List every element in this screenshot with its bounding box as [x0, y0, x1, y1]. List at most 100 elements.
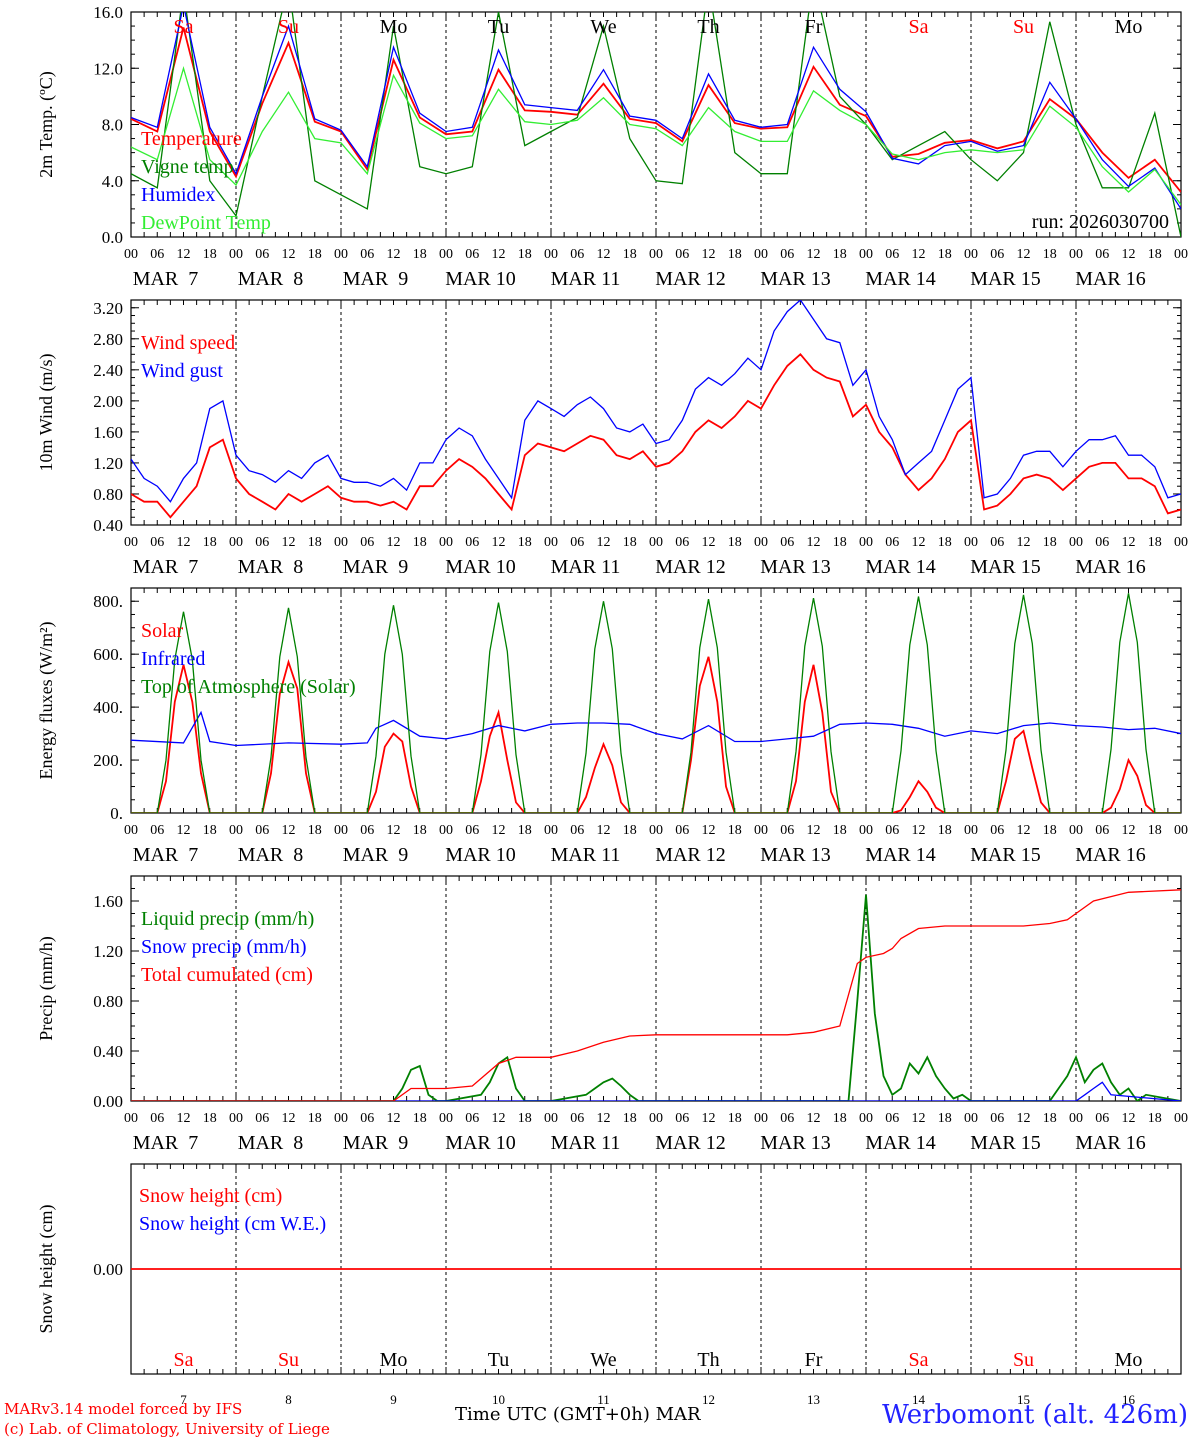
hour-tick-label: 06 [675, 247, 689, 262]
y-tick-label: 2.00 [93, 392, 123, 411]
date-label: MAR 8 [238, 556, 304, 578]
y-tick-label: 0.40 [93, 516, 123, 535]
hour-tick-label: 12 [1017, 535, 1031, 550]
date-label: MAR 14 [865, 844, 936, 866]
legend-entry: Snow height (cm W.E.) [139, 1213, 326, 1235]
hour-tick-label: 06 [570, 247, 584, 262]
legend-entry: Wind gust [141, 360, 223, 382]
run-label: run: 2026030700 [1032, 211, 1169, 233]
date-label: MAR 11 [551, 556, 621, 578]
y-tick-label: 3.20 [93, 299, 123, 318]
hour-tick-label: 06 [570, 1111, 584, 1126]
y-tick-label: 1.60 [93, 423, 123, 442]
hour-tick-label: 18 [413, 823, 427, 838]
date-label: MAR 9 [343, 1132, 409, 1154]
hour-tick-label: 00 [964, 535, 978, 550]
hour-tick-label: 06 [675, 535, 689, 550]
day-number-label: 9 [390, 1392, 397, 1407]
hour-tick-label: 18 [938, 535, 952, 550]
hour-tick-label: 00 [1174, 1111, 1188, 1126]
weekday-label: Mo [380, 16, 408, 38]
hour-tick-label: 06 [465, 535, 479, 550]
hour-tick-label: 00 [649, 823, 663, 838]
hour-tick-label: 00 [1069, 823, 1083, 838]
hour-tick-label: 12 [492, 247, 506, 262]
weekday-label: Mo [1115, 16, 1143, 38]
hour-tick-label: 18 [518, 535, 532, 550]
hour-tick-label: 18 [413, 247, 427, 262]
legend-entry: Infrared [141, 648, 205, 670]
legend-entry: Vigne temp [141, 156, 234, 178]
y-tick-label: 16.0 [93, 3, 123, 22]
date-label: MAR 13 [760, 268, 831, 290]
series-line-temp-3 [131, 68, 1181, 204]
hour-tick-label: 18 [623, 247, 637, 262]
date-label: MAR 11 [551, 844, 621, 866]
hour-tick-label: 12 [807, 1111, 821, 1126]
hour-tick-label: 06 [465, 823, 479, 838]
date-label: MAR 12 [655, 556, 726, 578]
hour-tick-label: 12 [282, 535, 296, 550]
hour-tick-label: 12 [1122, 535, 1136, 550]
y-tick-label: 0. [110, 804, 123, 823]
hour-tick-label: 00 [1174, 535, 1188, 550]
hour-tick-label: 12 [597, 823, 611, 838]
hour-tick-label: 00 [544, 535, 558, 550]
legend-entry: Humidex [141, 184, 215, 206]
date-label: MAR 9 [343, 268, 409, 290]
hour-tick-label: 06 [255, 1111, 269, 1126]
hour-tick-label: 12 [702, 535, 716, 550]
hour-tick-label: 00 [124, 823, 138, 838]
hour-tick-label: 18 [308, 1111, 322, 1126]
legend-entry: Top of Atmosphere (Solar) [141, 676, 356, 698]
date-label: MAR 14 [865, 268, 936, 290]
hour-tick-label: 06 [1095, 823, 1109, 838]
hour-tick-label: 18 [1043, 1111, 1057, 1126]
date-label: MAR 10 [445, 844, 516, 866]
hour-tick-label: 18 [518, 247, 532, 262]
hour-tick-label: 00 [649, 535, 663, 550]
hour-tick-label: 18 [1043, 247, 1057, 262]
date-label: MAR 15 [970, 556, 1041, 578]
legend-entry: Total cumulated (cm) [141, 964, 313, 986]
date-label: MAR 7 [133, 556, 199, 578]
hour-tick-label: 18 [413, 535, 427, 550]
date-label: MAR 15 [970, 1132, 1041, 1154]
y-axis-label: Precip (mm/h) [36, 936, 57, 1040]
date-label: MAR 10 [445, 268, 516, 290]
hour-tick-label: 00 [544, 247, 558, 262]
day-number-label: 8 [285, 1392, 292, 1407]
date-label: MAR 8 [238, 844, 304, 866]
hour-tick-label: 18 [728, 1111, 742, 1126]
legend-entry: Snow precip (mm/h) [141, 936, 307, 958]
hour-tick-label: 06 [255, 823, 269, 838]
hour-tick-label: 06 [885, 1111, 899, 1126]
hour-tick-label: 12 [387, 823, 401, 838]
hour-tick-label: 06 [885, 247, 899, 262]
hour-tick-label: 06 [780, 1111, 794, 1126]
hour-tick-label: 12 [597, 247, 611, 262]
lab-credit: (c) Lab. of Climatology, University of L… [4, 1420, 330, 1438]
hour-tick-label: 00 [334, 247, 348, 262]
legend-entry: Wind speed [141, 332, 235, 354]
hour-tick-label: 18 [623, 1111, 637, 1126]
date-label: MAR 9 [343, 556, 409, 578]
y-axis-label: 10m Wind (m/s) [36, 354, 57, 472]
date-label: MAR 16 [1075, 556, 1146, 578]
hour-tick-label: 00 [544, 823, 558, 838]
hour-tick-label: 00 [124, 247, 138, 262]
date-label: MAR 9 [343, 844, 409, 866]
y-tick-label: 8.0 [102, 116, 123, 135]
hour-tick-label: 06 [1095, 1111, 1109, 1126]
hour-tick-label: 06 [885, 823, 899, 838]
hour-tick-label: 00 [964, 247, 978, 262]
hour-tick-label: 00 [439, 535, 453, 550]
y-tick-label: 4.0 [102, 172, 123, 191]
hour-tick-label: 18 [623, 823, 637, 838]
hour-tick-label: 18 [938, 247, 952, 262]
hour-tick-label: 18 [1148, 247, 1162, 262]
weekday-label: Th [697, 1349, 719, 1371]
hour-tick-label: 00 [1174, 247, 1188, 262]
weekday-label: Mo [380, 1349, 408, 1371]
hour-tick-label: 12 [387, 535, 401, 550]
